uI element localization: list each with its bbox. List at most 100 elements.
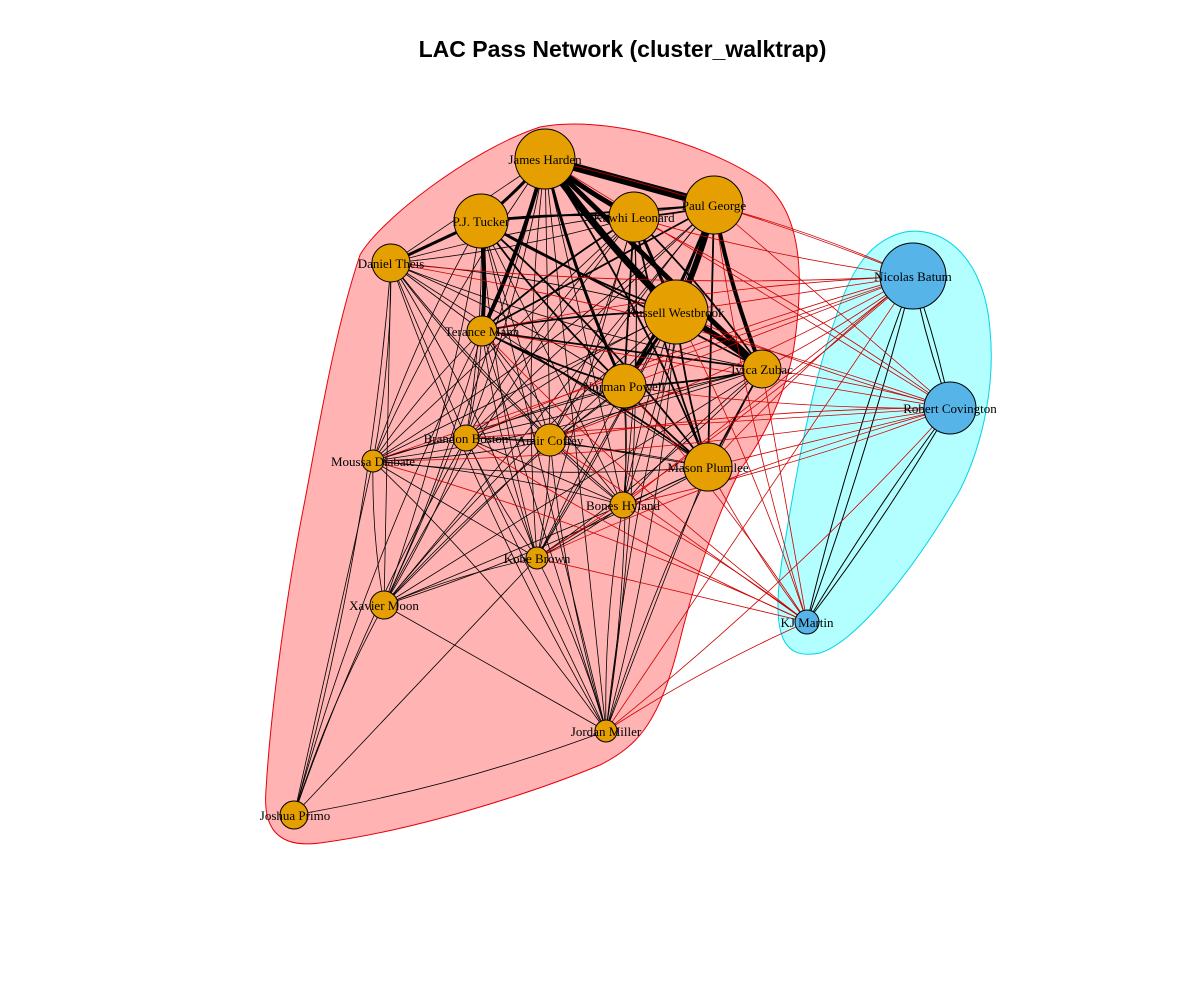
edge-leonard-theis [390,216,635,264]
edge-theis-hyland [390,262,624,506]
edge-zubac-diabate [372,368,763,462]
edge-plumlee-covington [707,407,951,468]
edge-plumlee-moon [383,466,709,606]
node-westbrook [643,279,709,345]
edge-boston-covington [465,407,951,439]
node-martin [794,609,820,635]
edge-plumlee-batum [707,275,914,468]
edge-theis-moon [383,262,392,606]
node-label-leonard: Kawhi Leonard [593,210,675,225]
edge-diabate-batum [372,275,914,462]
edge-westbrook-diabate [372,311,677,462]
node-moon [369,590,399,620]
chart-title: LAC Pass Network (cluster_walktrap) [418,36,827,62]
edge-coffey-batum [549,275,914,441]
edge-hyland-martin [622,504,808,623]
edge-diabate-hyland [372,460,624,506]
edge-tucker-coffey [480,220,551,441]
edge-miller-batum [605,275,914,732]
edge-brown-primo [293,557,538,816]
cluster-2-hull [777,230,992,655]
node-tucker [453,193,509,249]
edge-harden-moon [383,158,546,606]
edge-leonard-plumlee [633,216,709,468]
edge-westbrook-martin [675,311,808,623]
edge-harden-covington [544,158,951,409]
edge-george-martin [713,204,808,623]
edge-boston-primo [293,437,467,816]
node-label-covington: Robert Covington [903,401,997,416]
edge-george-theis [390,204,715,264]
edge-brown-batum [536,275,914,559]
edge-diabate-brown [372,460,538,559]
edge-powell-martin [623,385,808,623]
edge-brown-miller [536,557,607,732]
node-label-tucker: P.J. Tucker [453,214,510,229]
edge-george-miller [605,204,715,732]
edge-tucker-miller [480,220,607,732]
edge-hyland-moon [383,504,624,606]
edge-harden-brown [530,158,546,559]
edge-harden-boston [465,158,546,439]
node-zubac [742,349,782,389]
edge-tucker-zubac [480,220,763,370]
edge-batum-martin [806,275,914,623]
edge-miller-covington [605,407,951,732]
edge-boston-batum [465,275,914,439]
edge-leonard-batum [633,216,914,277]
edge-leonard-covington [633,216,951,409]
node-hyland [609,491,637,519]
edge-mann-martin [481,330,808,623]
edge-leonard-brown [536,216,635,559]
node-label-martin: KJ Martin [780,615,834,630]
edge-mann-diabate [372,330,483,462]
node-mann [466,315,498,347]
edge-miller-martin [605,621,808,732]
node-plumlee [683,442,733,492]
edge-theis-batum [390,262,914,282]
edge-theis-coffey [390,262,551,441]
edge-zubac-coffey [549,368,763,441]
edge-hyland-covington [622,407,951,506]
node-label-plumlee: Mason Plumlee [667,460,748,475]
edge-mann-brown [481,330,538,559]
node-theis [371,243,411,283]
node-label-batum: Nicolas Batum [874,269,952,284]
edge-harden-diabate [372,158,546,462]
node-harden [514,128,576,190]
edge-theis-boston [390,262,467,439]
edge-diabate-miller [372,460,607,732]
node-label-miller: Jordan Miller [571,724,642,739]
edge-brown-covington [536,407,951,559]
node-label-primo: Joshua Primo [260,808,330,823]
node-label-mann: Terance Mann [445,324,520,339]
edge-hyland-miller [605,504,624,732]
node-diabate [361,449,385,473]
edge-mann-miller [481,330,607,732]
edge-westbrook-moon [383,311,677,606]
edge-covington-martin [806,407,951,623]
node-label-harden: James Harden [508,152,582,167]
node-label-theis: Daniel Theis [358,256,425,271]
edge-powell-miller [605,385,627,732]
edge-coffey-covington [549,407,951,441]
edge-brown-martin [536,557,808,623]
edge-westbrook-miller [605,311,677,732]
node-brown [525,546,549,570]
edge-powell-moon [383,385,625,606]
edge-coffey-diabate [372,439,551,462]
edge-zubac-martin [761,368,808,623]
edge-leonard-miller [605,216,637,732]
node-leonard [608,191,660,243]
edge-tucker-plumlee [480,220,709,468]
edge-theis-powell [390,262,625,387]
edge-zubac-miller [605,368,763,732]
edge-mann-moon [383,330,483,606]
edge-diabate-moon [372,460,385,606]
edge-coffey-moon [383,439,551,606]
edge-leonard-boston [465,216,635,439]
node-label-george: Paul George [682,198,747,213]
edge-coffey-miller [549,439,607,732]
edge-george-moon [383,204,715,606]
